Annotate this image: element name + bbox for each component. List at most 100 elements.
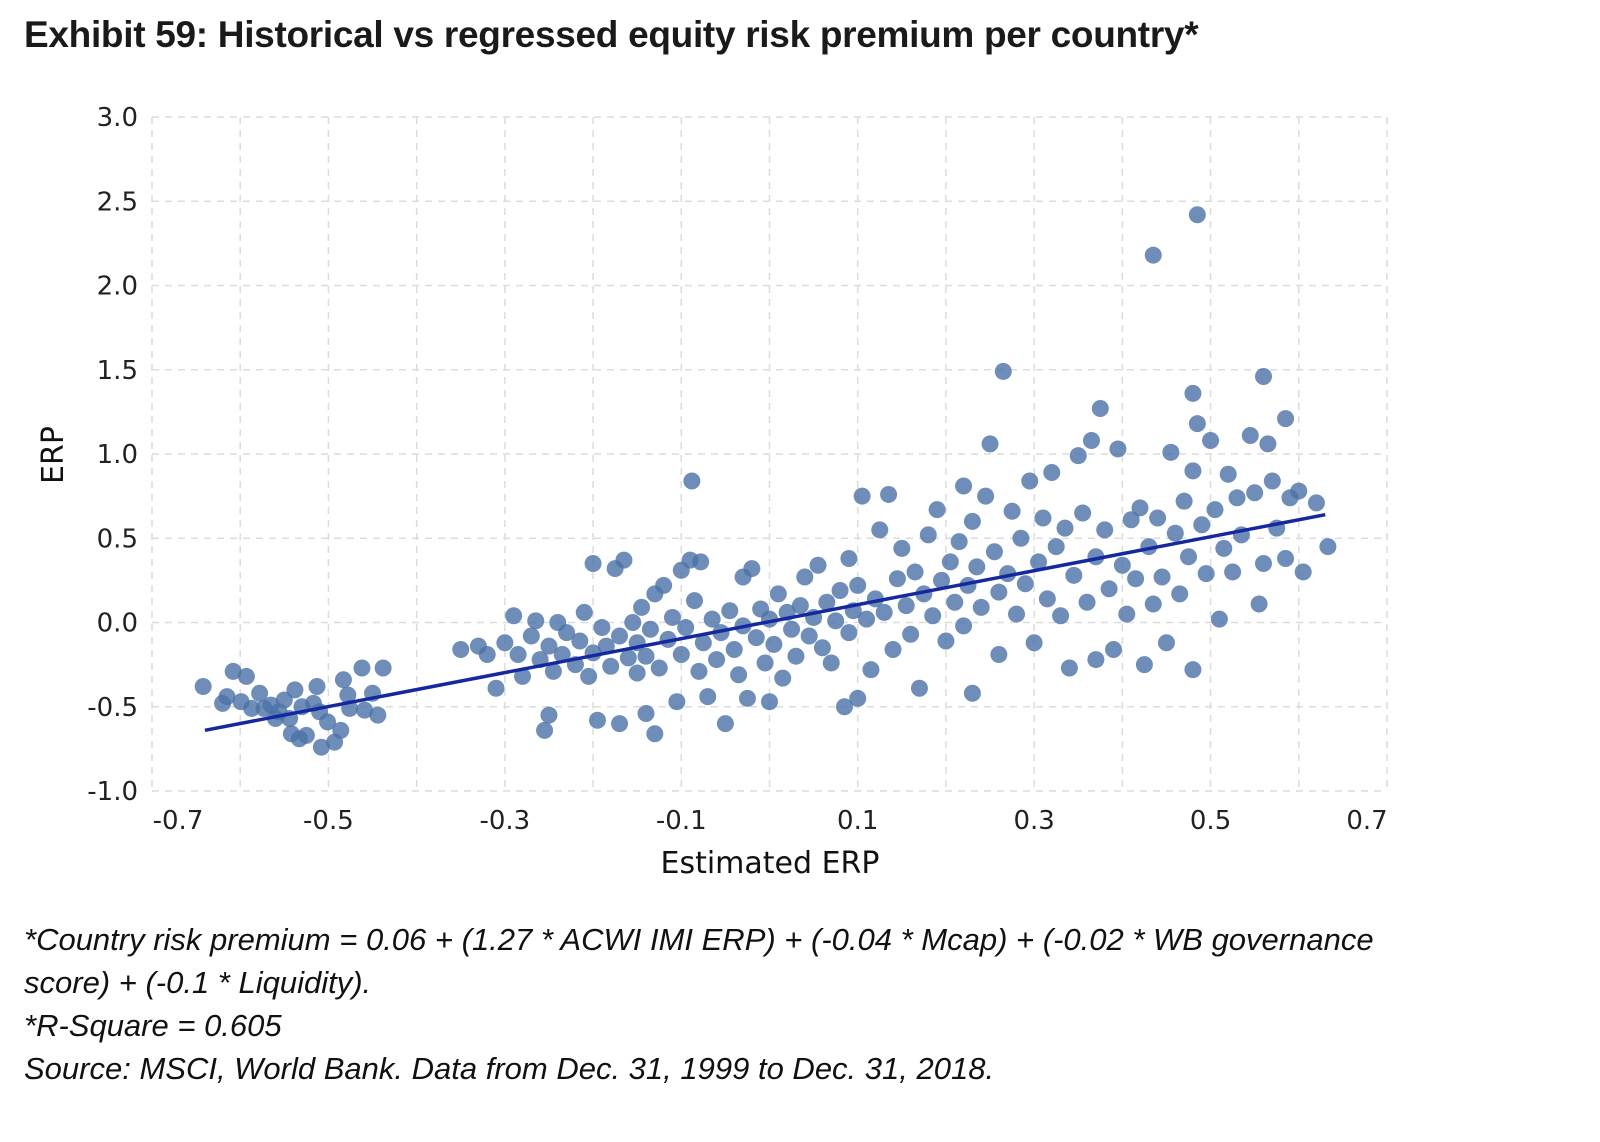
data-point — [963, 684, 981, 702]
data-point — [686, 592, 704, 610]
data-point — [721, 602, 739, 620]
data-point — [738, 689, 756, 707]
data-point — [774, 669, 792, 687]
data-point — [1197, 565, 1215, 583]
data-point — [1047, 538, 1065, 556]
data-point — [818, 593, 836, 611]
data-point — [509, 646, 527, 664]
data-point — [761, 693, 778, 711]
data-point — [690, 662, 708, 680]
data-point — [1246, 484, 1264, 502]
data-point — [1025, 634, 1043, 652]
data-point — [888, 570, 906, 588]
data-point — [1188, 415, 1206, 433]
data-point — [1087, 651, 1105, 669]
data-point — [194, 678, 212, 696]
data-point — [353, 659, 371, 677]
data-point — [884, 640, 902, 658]
data-point — [950, 533, 968, 551]
data-point — [615, 551, 633, 569]
x-tick-label: 0.5 — [1190, 806, 1231, 836]
x-axis-ticks: -0.7 -0.5 -0.3 -0.1 0.1 0.3 0.5 0.7 — [153, 806, 1388, 836]
scatter-chart: 3.02.52.01.51.00.50.0-0.5-1.0 -0.7 -0.5 -0… — [36, 103, 1388, 881]
data-point — [663, 608, 681, 626]
data-point — [611, 627, 629, 645]
data-point — [694, 634, 712, 652]
data-point — [981, 435, 999, 453]
data-point — [214, 694, 232, 712]
data-point — [1060, 659, 1078, 677]
data-point — [1263, 472, 1281, 490]
data-point — [928, 501, 946, 519]
data-point — [650, 659, 668, 677]
data-point — [1149, 509, 1167, 527]
data-point — [1144, 246, 1162, 264]
data-point — [1012, 529, 1030, 547]
data-point — [677, 619, 695, 637]
data-point — [910, 679, 928, 697]
footnote-r-square: *R-Square = 0.605 — [24, 1008, 282, 1043]
data-point — [1319, 538, 1337, 556]
data-point — [356, 701, 374, 719]
footnotes: *Country risk premium = 0.06 + (1.27 * A… — [24, 918, 1374, 1090]
data-point — [1074, 504, 1092, 522]
data-point — [1008, 605, 1025, 623]
data-point — [571, 632, 589, 650]
data-point — [730, 666, 748, 684]
data-point — [968, 558, 986, 576]
data-point — [1294, 563, 1312, 581]
data-point — [1034, 509, 1052, 527]
data-point — [611, 715, 629, 733]
data-point — [1219, 465, 1237, 483]
x-tick-label: -0.5 — [303, 806, 354, 836]
data-point — [972, 598, 990, 616]
data-point — [1166, 524, 1184, 542]
data-point — [1210, 610, 1228, 628]
data-point — [1255, 367, 1272, 385]
data-point — [602, 657, 620, 675]
data-point — [558, 624, 576, 642]
y-tick-label: -0.5 — [87, 693, 138, 723]
data-point — [1065, 566, 1083, 584]
footnote-formula-line1: *Country risk premium = 0.06 + (1.27 * A… — [24, 922, 1374, 957]
data-point — [1038, 590, 1056, 608]
y-tick-label: 2.5 — [97, 187, 138, 217]
data-point — [487, 679, 505, 697]
data-point — [1277, 410, 1295, 428]
data-point — [1259, 435, 1277, 453]
data-point — [1224, 563, 1242, 581]
data-point — [871, 521, 889, 539]
data-point — [1184, 661, 1202, 679]
data-point — [902, 625, 920, 643]
data-point — [1307, 494, 1325, 512]
data-point — [703, 610, 721, 628]
data-point — [862, 661, 880, 679]
data-point — [840, 549, 858, 567]
data-point — [1109, 440, 1127, 458]
data-point — [1153, 568, 1171, 586]
data-point — [858, 610, 876, 628]
data-point — [646, 725, 664, 743]
data-point — [831, 581, 849, 599]
data-point — [708, 651, 726, 669]
x-tick-label: 0.3 — [1013, 806, 1054, 836]
data-point — [478, 646, 496, 664]
y-axis-label: ERP — [36, 426, 71, 484]
data-point — [339, 686, 357, 704]
data-point — [1180, 548, 1198, 566]
data-point — [1184, 462, 1202, 480]
data-point — [540, 706, 558, 724]
data-point — [641, 620, 659, 638]
data-point — [319, 713, 337, 731]
data-point — [897, 597, 915, 615]
data-point — [1016, 575, 1034, 593]
data-point — [312, 738, 330, 756]
data-point — [1043, 464, 1061, 482]
data-point — [1100, 580, 1118, 598]
data-point — [933, 571, 951, 589]
data-point — [796, 568, 814, 586]
data-point — [540, 637, 558, 655]
data-point — [1193, 516, 1211, 534]
data-point — [955, 617, 973, 635]
data-point — [655, 576, 673, 594]
